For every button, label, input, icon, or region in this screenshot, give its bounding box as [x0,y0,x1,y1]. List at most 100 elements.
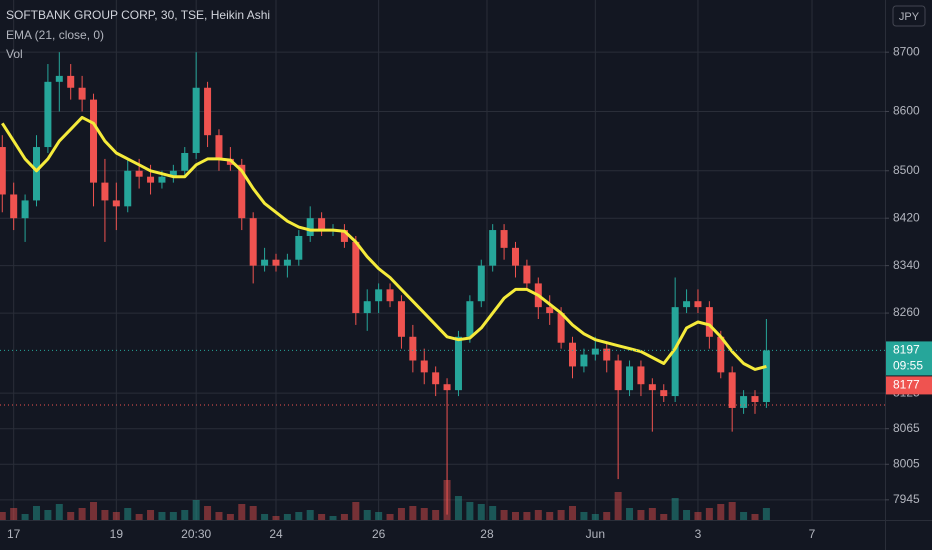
axes: 7945800580658125826083408420850086008700… [7,44,932,541]
candle-body [420,360,428,373]
volume-bar [500,510,508,520]
volume-bar [454,496,462,520]
volume-bar [55,504,63,520]
candle-body [762,350,770,403]
volume-bar [272,516,280,520]
x-tick-label: 28 [480,527,494,541]
volume-bar [226,514,234,520]
candle-body [21,200,29,219]
candle-body [192,87,200,153]
volume-bar [477,504,485,520]
x-tick-label: 7 [809,527,816,541]
volume-bar [751,514,759,520]
volume-bar [181,510,189,520]
overlay [0,115,885,406]
candle-body [295,235,303,260]
volume-bar [728,502,736,520]
candle-body [67,75,75,88]
volume-bar [124,508,132,520]
candle-body [55,75,63,82]
candle-body [10,194,18,219]
candle-body [648,384,656,391]
candle-body [489,230,497,266]
candle-body [511,247,519,266]
y-tick-label: 8500 [893,163,920,177]
volume-bar [409,506,417,520]
volume-bar [591,514,599,520]
volume-bar [192,500,200,520]
volume-bar [432,510,440,520]
volume-bar [318,514,326,520]
volume-bar [740,512,748,520]
price-label: 8197 [893,343,920,357]
volume-bar [420,508,428,520]
y-tick-label: 7945 [893,492,920,506]
candle-body [740,396,748,408]
price-label-box [886,376,932,395]
candle-body [238,164,246,219]
volume-bar [523,512,531,520]
candle-body [181,152,189,171]
candle-body [671,307,679,397]
volume-bar [283,514,291,520]
candle-body [135,170,143,177]
candle-body [694,301,702,308]
volume-bar [238,504,246,520]
volume-bar [44,510,52,520]
volume-bar [637,510,645,520]
y-tick-label: 8700 [893,44,920,58]
candle-body [409,336,417,361]
volume-bar [67,512,75,520]
volume-bar [762,508,770,520]
volume-bar [648,508,656,520]
x-tick-label: 19 [110,527,124,541]
volume-bar [386,514,394,520]
volume-bar [112,512,120,520]
y-tick-label: 8600 [893,104,920,118]
candles [0,52,770,515]
candle-body [204,87,212,136]
candle-body [728,372,736,408]
countdown-label: 09:55 [893,359,923,373]
candle-body [112,200,120,207]
candle-body [261,259,269,266]
candle-body [717,336,725,373]
volume-bar [705,508,713,520]
candle-body [363,301,371,314]
candle-body [215,135,223,159]
candle-body [340,230,348,242]
price-label-box [886,341,932,376]
volume-bar [614,492,622,520]
currency-label[interactable]: JPY [899,11,920,23]
indicator-label: EMA (21, close, 0) [6,28,104,42]
volume-bar [306,510,314,520]
candle-body [32,147,40,201]
candle-body [591,348,599,355]
volume-bar [375,512,383,520]
currency-button[interactable] [892,5,926,27]
candle-body [169,170,177,177]
volume-bar [158,512,166,520]
candle-body [523,265,531,284]
candle-body [101,182,109,201]
volume-bar [340,514,348,520]
volume-label: Vol [6,47,23,61]
volume-bar [660,514,668,520]
volume-bar [90,502,98,520]
candle-body [90,99,98,183]
candle-body [454,336,462,391]
candle-body [626,366,634,391]
volume-bar [466,502,474,520]
volume-bar [511,512,519,520]
candle-body [0,147,6,195]
volume-bar [626,508,634,520]
volume-bar [215,512,223,520]
volume-bar [204,506,212,520]
candle-body [147,176,155,183]
volume-bar [249,506,257,520]
volume-bar [0,512,6,520]
candle-body [352,241,360,314]
y-tick-label: 8260 [893,305,920,319]
candle-body [705,307,713,337]
